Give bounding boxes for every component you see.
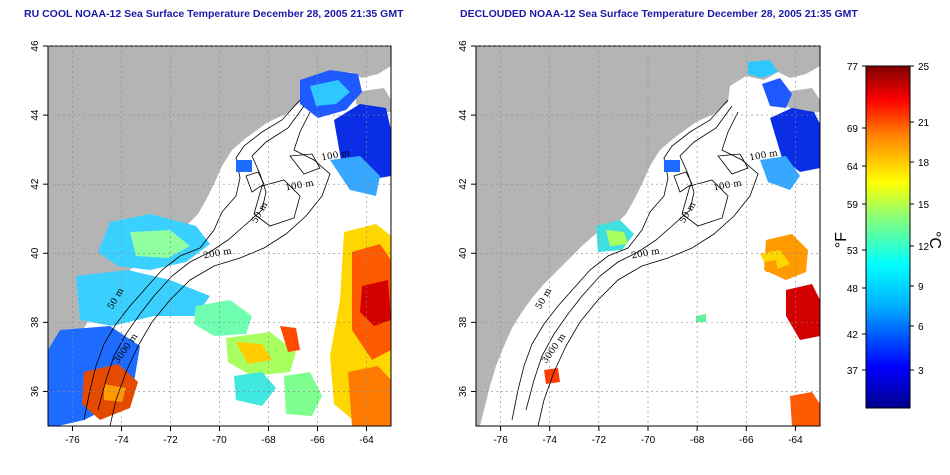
gulf-patch — [664, 160, 680, 172]
celsius-tick: 3 — [918, 366, 924, 377]
lat-tick-label: 46 — [458, 40, 469, 52]
gulf-patch — [236, 160, 252, 172]
panel-title-declouded: DECLOUDED NOAA-12 Sea Surface Temperatur… — [460, 8, 858, 20]
land-island — [784, 88, 820, 114]
fahrenheit-tick: 48 — [847, 284, 859, 295]
land-mass — [476, 46, 820, 426]
fahrenheit-tick: 37 — [847, 366, 859, 377]
fahrenheit-tick: 77 — [847, 62, 859, 73]
lon-tick-label: -66 — [310, 435, 325, 446]
contour-label: 100 m — [749, 149, 779, 164]
lat-tick-label: 38 — [458, 316, 469, 328]
lon-tick-label: -66 — [739, 435, 754, 446]
panel-title-raw: RU COOL NOAA-12 Sea Surface Temperature … — [24, 8, 404, 20]
lon-tick-label: -72 — [592, 435, 607, 446]
celsius-tick: 6 — [918, 322, 924, 333]
graticule — [48, 45, 820, 426]
lat-tick-label: 44 — [458, 109, 469, 121]
lon-tick-label: -64 — [359, 435, 374, 446]
fahrenheit-tick: 64 — [847, 162, 859, 173]
lat-tick-label: 40 — [458, 247, 469, 259]
lon-tick-label: -68 — [690, 435, 705, 446]
lon-tick-label: -70 — [641, 435, 656, 446]
fahrenheit-tick: 42 — [847, 330, 859, 341]
fahrenheit-tick: 53 — [847, 246, 859, 257]
contour-label: 100 m — [321, 149, 351, 164]
lon-tick-label: -70 — [212, 435, 227, 446]
lat-tick-label: 38 — [30, 316, 41, 328]
celsius-label: °C — [926, 231, 943, 249]
lon-tick-label: -76 — [493, 435, 508, 446]
lat-tick-label: 40 — [30, 247, 41, 259]
fahrenheit-tick: 59 — [847, 200, 859, 211]
lon-tick-label: -72 — [163, 435, 178, 446]
celsius-tick: 25 — [918, 62, 930, 73]
lat-tick-label: 44 — [30, 109, 41, 121]
fahrenheit-label: °F — [833, 232, 850, 248]
lat-tick-label: 46 — [30, 40, 41, 52]
colorbar-ticks: 77 69 64 59 53 48 42 37 25 21 18 15 12 9 6 3 — [847, 62, 930, 377]
celsius-tick: 21 — [918, 118, 930, 129]
celsius-tick: 9 — [918, 282, 924, 293]
depth-contours — [511, 99, 759, 426]
celsius-tick: 12 — [918, 242, 930, 253]
sst-patches — [544, 60, 820, 426]
colorbar — [865, 65, 911, 409]
contour-label: 200 m — [203, 247, 233, 262]
lat-tick-label: 36 — [458, 385, 469, 397]
axis-ticks: -76 -74 -72 -70 -68 -66 -64 36 38 40 42 44 46 -76 -74 -… — [30, 40, 803, 446]
lon-tick-label: -64 — [788, 435, 803, 446]
lat-tick-label: 42 — [30, 178, 41, 190]
celsius-tick: 18 — [918, 158, 930, 169]
lon-tick-label: -74 — [114, 435, 129, 446]
contour-label: 100 m — [285, 179, 315, 194]
lat-tick-label: 42 — [458, 178, 469, 190]
depth-contours — [83, 99, 331, 426]
lon-tick-label: -68 — [261, 435, 276, 446]
contour-label: 200 m — [631, 247, 661, 262]
contour-label: 100 m — [713, 179, 743, 194]
lon-tick-label: -74 — [542, 435, 557, 446]
lat-tick-label: 36 — [30, 385, 41, 397]
celsius-tick: 15 — [918, 200, 930, 211]
lon-tick-label: -76 — [65, 435, 80, 446]
land-mass — [48, 46, 391, 426]
fahrenheit-tick: 69 — [847, 124, 859, 135]
